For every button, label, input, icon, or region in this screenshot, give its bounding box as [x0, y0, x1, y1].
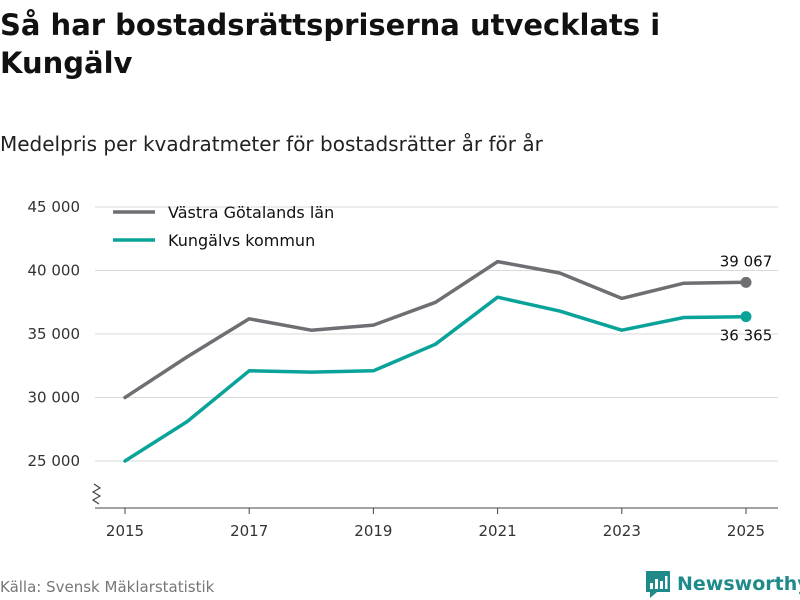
legend-label-vastra: Västra Götalands län	[168, 203, 334, 222]
series-lines	[123, 259, 748, 463]
zigzag-break-icon	[91, 483, 102, 505]
y-axis-ticks: 25 000 30 000 35 000 40 000 45 000	[28, 198, 81, 470]
x-tick-label: 2021	[479, 522, 517, 540]
brand[interactable]: Newsworthy	[645, 569, 800, 599]
x-axis	[91, 483, 778, 509]
x-tick-label: 2023	[603, 522, 641, 540]
legend-label-kungalv: Kungälvs kommun	[168, 231, 315, 250]
y-tick-label: 45 000	[28, 198, 81, 216]
source-note: Källa: Svensk Mäklarstatistik	[0, 578, 215, 596]
series-line	[123, 259, 748, 400]
x-tick-label: 2025	[727, 522, 765, 540]
brand-name: Newsworthy	[677, 573, 800, 595]
y-tick-label: 25 000	[28, 452, 81, 470]
x-tick-label: 2015	[106, 522, 144, 540]
series-endpoint	[740, 276, 752, 288]
x-axis-ticks: 2015 2017 2019 2021 2023 2025	[106, 508, 765, 540]
x-tick-label: 2019	[354, 522, 392, 540]
x-tick-label: 2017	[230, 522, 268, 540]
chart-title: Så har bostadsrättspriserna utvecklats i…	[0, 8, 661, 80]
chart-subtitle: Medelpris per kvadratmeter för bostadsrä…	[0, 132, 543, 156]
grid-lines	[95, 206, 778, 462]
end-value-label: 39 067	[720, 252, 773, 270]
series-line	[123, 295, 748, 463]
series-endpoint	[740, 311, 752, 323]
end-value-label: 36 365	[720, 327, 773, 345]
bar-chart-logo-icon	[646, 571, 670, 598]
series-endpoints: 39 067 36 365	[720, 252, 773, 344]
legend: Västra Götalands län Kungälvs kommun	[113, 203, 334, 250]
y-tick-label: 35 000	[28, 325, 81, 343]
y-tick-label: 30 000	[28, 389, 81, 407]
y-tick-label: 40 000	[28, 262, 81, 280]
